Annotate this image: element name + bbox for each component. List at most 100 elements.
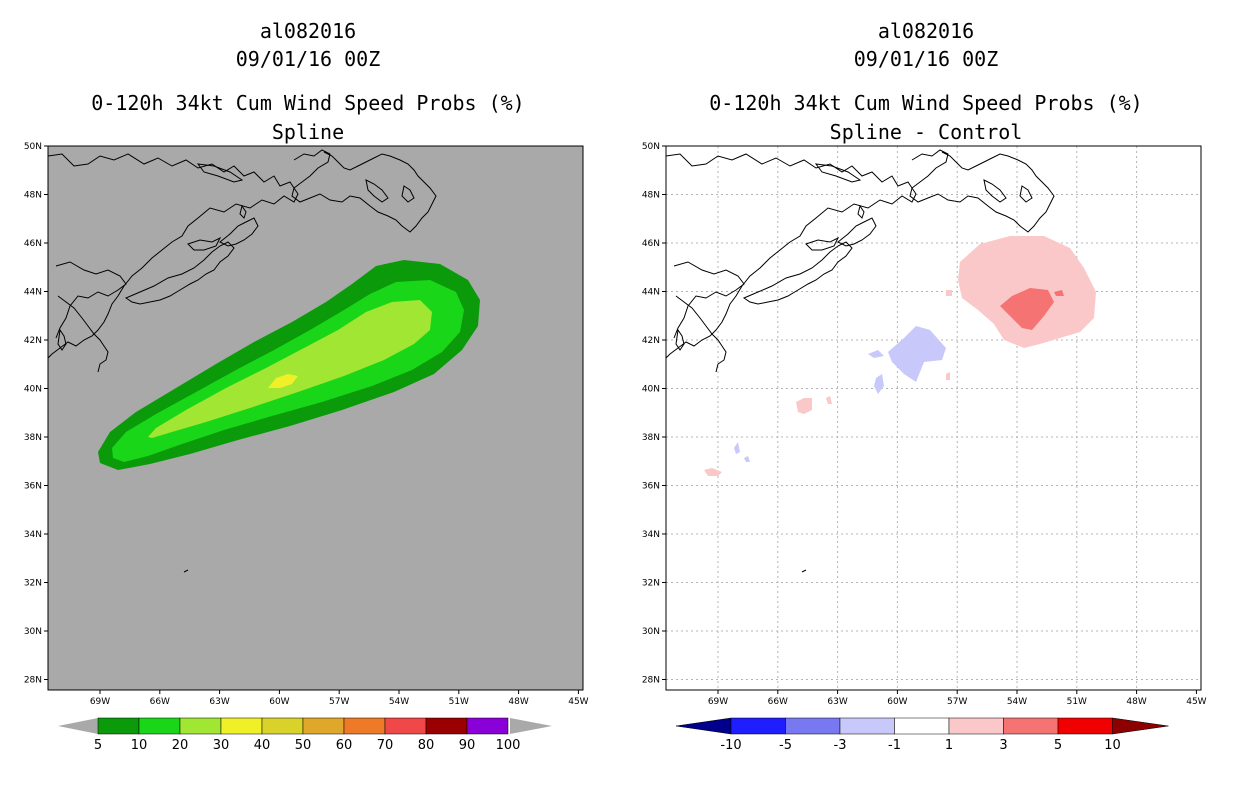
right-date: 09/01/16 00Z — [854, 47, 999, 71]
lat-tick-label: 50N — [642, 142, 660, 152]
left-colorbar-label: 80 — [418, 738, 435, 753]
right-colorbar-box — [948, 717, 1004, 735]
right-title: 0-120h 34kt Cum Wind Speed Probs (%) — [709, 91, 1142, 115]
left-colorbar-label: 100 — [496, 738, 521, 753]
lat-tick-label: 46N — [24, 239, 42, 249]
lon-tick-label: 51W — [1067, 697, 1087, 707]
left-colorbar-extend-high — [510, 718, 552, 734]
lat-tick-label: 46N — [642, 239, 660, 249]
lat-tick-label: 28N — [24, 676, 42, 686]
lon-tick-label: 48W — [1126, 697, 1146, 707]
left-panel: al082016 09/01/16 00Z 0-120h 34kt Cum Wi… — [24, 19, 589, 753]
left-colorbar-box — [384, 717, 427, 735]
lat-tick-label: 28N — [642, 676, 660, 686]
left-map-frame — [47, 145, 584, 691]
lat-tick-label: 30N — [642, 627, 660, 637]
right-storm-id: al082016 — [878, 19, 974, 43]
right-colorbar-label: -1 — [888, 738, 901, 753]
lon-tick-label: 45W — [568, 697, 588, 707]
left-colorbar-label: 60 — [336, 738, 353, 753]
lon-tick-label: 57W — [329, 697, 349, 707]
right-colorbar-box — [894, 717, 950, 735]
lat-tick-label: 40N — [24, 385, 42, 395]
lon-tick-label: 63W — [827, 697, 847, 707]
contour-pos-3-small — [1054, 290, 1064, 296]
lon-tick-label: 60W — [887, 697, 907, 707]
lat-tick-label: 36N — [24, 482, 42, 492]
left-colorbar-box — [425, 717, 468, 735]
right-colorbar-box — [839, 717, 895, 735]
lon-tick-label: 66W — [150, 697, 170, 707]
lat-tick-label: 50N — [24, 142, 42, 152]
lon-tick-label: 57W — [947, 697, 967, 707]
lat-tick-label: 42N — [24, 336, 42, 346]
lat-tick-label: 34N — [642, 530, 660, 540]
left-colorbar-label: 10 — [131, 738, 148, 753]
left-subtitle: Spline — [272, 120, 344, 144]
left-colorbar-box — [138, 717, 181, 735]
right-colorbar-label: 5 — [1054, 738, 1062, 753]
left-colorbar-box — [261, 717, 304, 735]
contour-pos-1-e — [946, 372, 950, 380]
left-colorbar-box — [466, 717, 509, 735]
right-panel: al082016 09/01/16 00Z 0-120h 34kt Cum Wi… — [642, 19, 1207, 753]
lat-tick-label: 44N — [642, 288, 660, 298]
left-colorbar-label: 40 — [254, 738, 271, 753]
right-plot-area: 50N 48N 46N 44N 42N 40N 38N 36N 34N 32N 30N 28N 69W 6… — [642, 142, 1207, 707]
left-title: 0-120h 34kt Cum Wind Speed Probs (%) — [91, 91, 524, 115]
lat-tick-label: 32N — [24, 579, 42, 589]
right-colorbar-box — [730, 717, 786, 735]
lat-tick-label: 32N — [642, 579, 660, 589]
left-colorbar-label: 30 — [213, 738, 230, 753]
right-colorbar: -10 -5 -3 -1 1 3 5 10 — [675, 717, 1169, 753]
contour-neg-1-c — [874, 374, 884, 394]
right-colorbar-extend-high — [1112, 717, 1169, 735]
lat-tick-label: 48N — [24, 191, 42, 201]
contour-neg-1-d — [734, 442, 740, 454]
right-colorbar-label: 1 — [945, 738, 953, 753]
left-colorbar: 5 10 20 30 40 50 60 70 80 90 100 — [58, 717, 552, 753]
lon-tick-label: 66W — [768, 697, 788, 707]
lon-tick-label: 45W — [1186, 697, 1206, 707]
left-colorbar-label: 90 — [459, 738, 476, 753]
lon-tick-label: 69W — [708, 697, 728, 707]
lon-tick-label: 60W — [269, 697, 289, 707]
contour-pos-1-b — [796, 398, 812, 414]
right-colorbar-label: -5 — [779, 738, 792, 753]
right-colorbar-extend-low — [675, 717, 732, 735]
left-plot-area: 50N 48N 46N 44N 42N 40N 38N 36N 34N 32N 30N 28N 69W 6… — [24, 142, 589, 707]
left-probability-contours — [98, 260, 480, 470]
lat-tick-label: 42N — [642, 336, 660, 346]
left-colorbar-box — [343, 717, 386, 735]
right-subtitle: Spline - Control — [830, 120, 1023, 144]
left-colorbar-boxes — [97, 717, 509, 735]
right-colorbar-label: 10 — [1104, 738, 1121, 753]
left-colorbar-extend-low — [58, 718, 98, 734]
contour-level-30 — [268, 374, 298, 388]
contour-neg-1-b — [868, 350, 884, 358]
right-axis-ticks: 50N 48N 46N 44N 42N 40N 38N 36N 34N 32N 30N 28N 69W 6… — [642, 142, 1207, 707]
left-colorbar-box — [97, 717, 140, 735]
right-colorbar-label: -3 — [834, 738, 847, 753]
left-colorbar-box — [302, 717, 345, 735]
right-colorbar-box — [1003, 717, 1059, 735]
lat-tick-label: 38N — [24, 433, 42, 443]
contour-pos-1-d — [704, 468, 722, 476]
left-colorbar-label: 50 — [295, 738, 312, 753]
lon-tick-label: 63W — [209, 697, 229, 707]
contour-neg-1-a — [888, 326, 946, 382]
left-colorbar-box — [220, 717, 263, 735]
contour-neg-1-e — [744, 456, 750, 462]
contour-pos-1-c — [826, 396, 832, 404]
lat-tick-label: 44N — [24, 288, 42, 298]
lat-tick-label: 34N — [24, 530, 42, 540]
lon-tick-label: 69W — [90, 697, 110, 707]
right-map-background — [666, 146, 1201, 690]
lat-tick-label: 30N — [24, 627, 42, 637]
right-gridlines — [666, 146, 1201, 690]
left-storm-id: al082016 — [260, 19, 356, 43]
contour-pos-3 — [1000, 288, 1054, 330]
right-difference-contours — [704, 236, 1096, 476]
lat-tick-label: 48N — [642, 191, 660, 201]
